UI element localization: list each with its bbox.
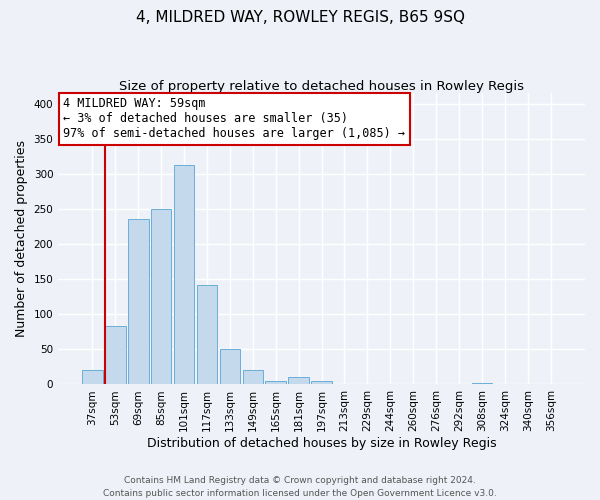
X-axis label: Distribution of detached houses by size in Rowley Regis: Distribution of detached houses by size … bbox=[147, 437, 496, 450]
Bar bbox=[197, 284, 217, 384]
Text: Contains HM Land Registry data © Crown copyright and database right 2024.
Contai: Contains HM Land Registry data © Crown c… bbox=[103, 476, 497, 498]
Bar bbox=[472, 383, 493, 384]
Bar bbox=[128, 220, 149, 384]
Bar bbox=[151, 209, 172, 384]
Bar bbox=[289, 376, 309, 384]
Bar bbox=[82, 370, 103, 384]
Text: 4, MILDRED WAY, ROWLEY REGIS, B65 9SQ: 4, MILDRED WAY, ROWLEY REGIS, B65 9SQ bbox=[136, 10, 464, 25]
Bar bbox=[105, 326, 125, 384]
Title: Size of property relative to detached houses in Rowley Regis: Size of property relative to detached ho… bbox=[119, 80, 524, 93]
Bar bbox=[220, 350, 240, 384]
Bar bbox=[265, 381, 286, 384]
Bar bbox=[311, 381, 332, 384]
Bar bbox=[242, 370, 263, 384]
Bar bbox=[174, 164, 194, 384]
Text: 4 MILDRED WAY: 59sqm
← 3% of detached houses are smaller (35)
97% of semi-detach: 4 MILDRED WAY: 59sqm ← 3% of detached ho… bbox=[64, 98, 406, 140]
Y-axis label: Number of detached properties: Number of detached properties bbox=[15, 140, 28, 337]
